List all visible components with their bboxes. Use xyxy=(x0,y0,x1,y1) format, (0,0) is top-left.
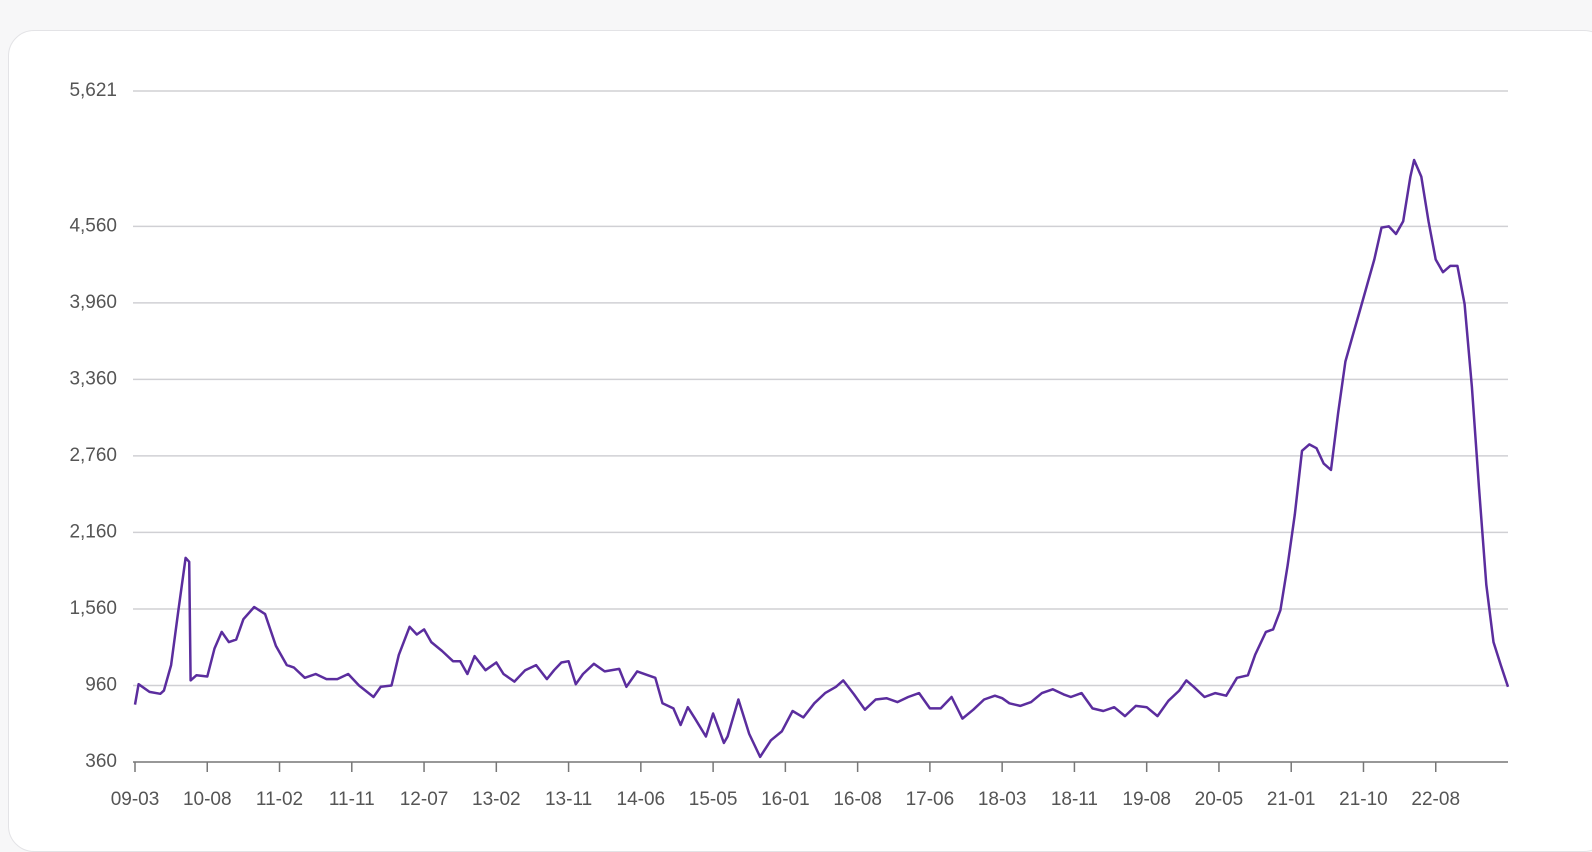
y-tick-label: 960 xyxy=(85,674,117,695)
x-tick-label: 13-02 xyxy=(472,789,521,808)
x-tick-label: 19-08 xyxy=(1122,789,1171,808)
y-tick-label: 3,960 xyxy=(69,292,117,313)
x-tick-label: 13-11 xyxy=(545,789,592,808)
y-tick-label: 2,160 xyxy=(69,521,117,542)
x-tick-label: 22-08 xyxy=(1411,789,1460,808)
x-tick-label: 18-11 xyxy=(1051,789,1098,808)
x-tick-label: 09-03 xyxy=(111,789,160,808)
y-tick-label: 5,621 xyxy=(69,80,117,101)
data-line xyxy=(133,158,1510,759)
x-tick-label: 10-08 xyxy=(183,789,232,808)
x-tick-label: 20-05 xyxy=(1195,789,1244,808)
x-tick-label: 21-10 xyxy=(1339,789,1388,808)
x-tick-label: 17-06 xyxy=(906,789,955,808)
x-tick-label: 18-03 xyxy=(978,789,1027,808)
x-tick-label: 14-06 xyxy=(617,789,666,808)
x-tick-label: 11-11 xyxy=(329,789,375,808)
y-tick-label: 1,560 xyxy=(69,598,117,619)
x-tick-label: 16-01 xyxy=(761,789,810,808)
y-tick-label: 2,760 xyxy=(69,445,117,466)
x-tick-label: 11-02 xyxy=(256,789,303,808)
x-tick-label: 12-07 xyxy=(400,789,449,808)
y-tick-label: 4,560 xyxy=(69,215,117,236)
y-tick-label: 3,360 xyxy=(69,368,117,389)
y-tick-label: 360 xyxy=(85,751,117,772)
x-tick-label: 16-08 xyxy=(833,789,882,808)
x-tick-label: 21-01 xyxy=(1267,789,1316,808)
chart: 360 960 1,560 2,160 2,760 3,360 3,960 4,560 5,62… xyxy=(69,80,1510,808)
page: 360 960 1,560 2,160 2,760 3,360 3,960 4,560 5,62… xyxy=(8,30,1592,852)
x-tick-label: 15-05 xyxy=(689,789,738,808)
